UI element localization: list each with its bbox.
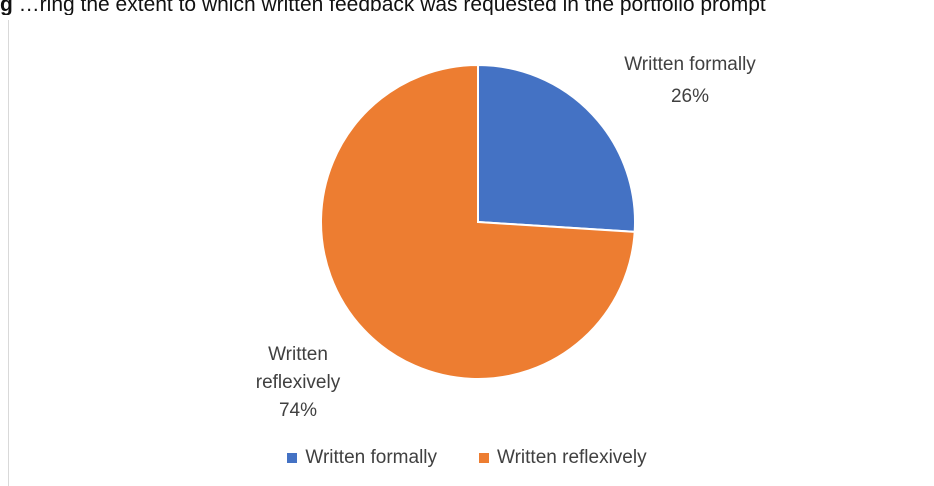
figure-caption: g …ring the extent to which written feed… bbox=[0, 0, 934, 15]
caption-text: …ring the extent to which written feedba… bbox=[18, 0, 766, 15]
legend-label-written-formally: Written formally bbox=[305, 447, 438, 468]
legend-swatch-written-formally bbox=[287, 453, 298, 463]
data-label-written-formally: Written formally 26% bbox=[624, 54, 756, 107]
legend-swatch-written-reflexively bbox=[479, 453, 490, 463]
chart-legend: Written formally Written reflexively bbox=[0, 447, 934, 469]
caption-prefix: g bbox=[0, 0, 13, 15]
chart-frame-border bbox=[8, 20, 9, 486]
legend-item-written-formally: Written formally bbox=[287, 447, 437, 469]
data-label-written-reflexively: Written reflexively 74% bbox=[256, 344, 341, 421]
legend-label-written-reflexively: Written reflexively bbox=[497, 447, 647, 468]
legend-item-written-reflexively: Written reflexively bbox=[479, 447, 647, 469]
pie-slice-written-reflexively bbox=[320, 63, 636, 380]
pie-slice-written-formally bbox=[477, 63, 636, 233]
